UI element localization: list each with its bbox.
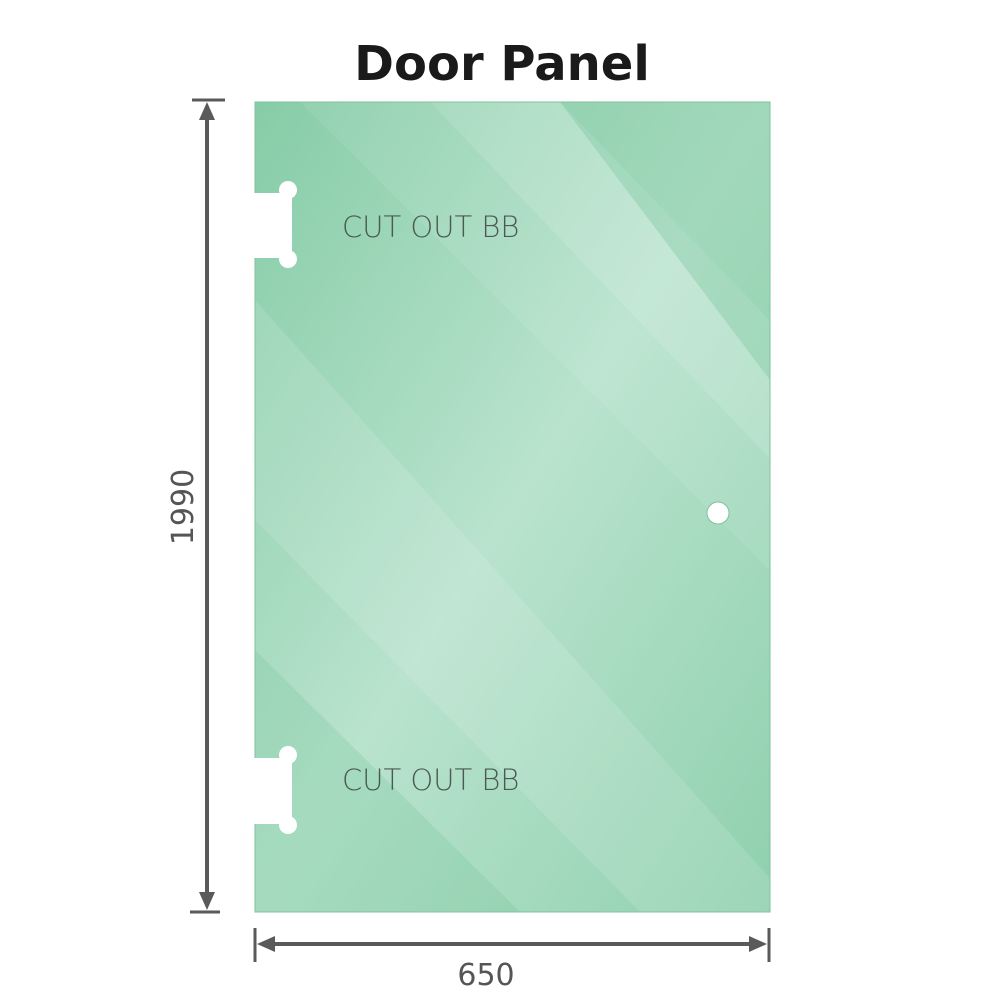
cutout-bottom-label: CUT OUT BB (342, 763, 519, 797)
width-dimension-label: 650 (457, 958, 514, 993)
glass-reflections (255, 102, 770, 912)
handle-hole (706, 501, 730, 525)
height-dimension-label: 1990 (166, 469, 201, 545)
cutout-top (250, 181, 297, 268)
cutout-top-label: CUT OUT BB (342, 210, 519, 244)
height-dimension-line (190, 98, 225, 914)
glass-panel (254, 101, 771, 913)
diagram-title: Door Panel (354, 36, 650, 92)
width-dimension-line (253, 928, 771, 962)
cutout-bottom (250, 746, 297, 834)
